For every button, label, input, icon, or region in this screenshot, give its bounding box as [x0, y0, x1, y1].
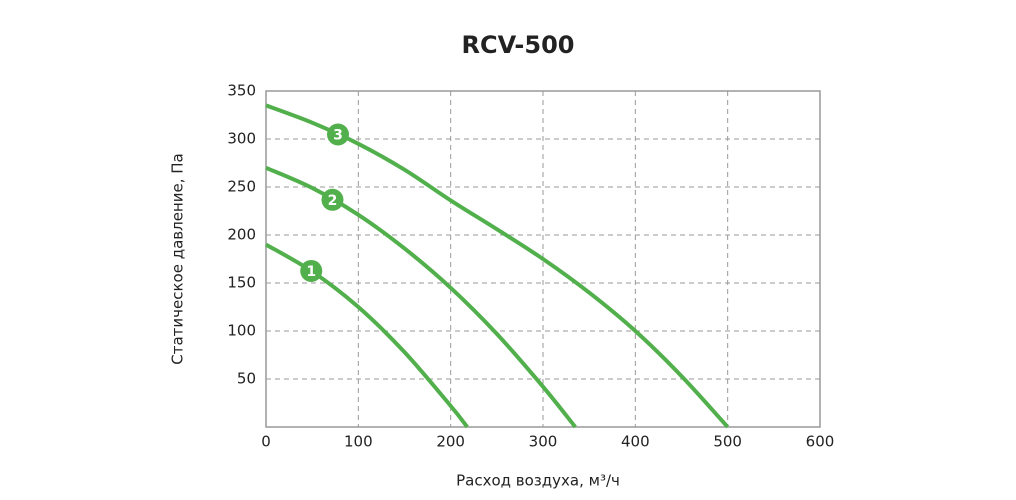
y-tick-label: 350 [227, 82, 256, 100]
y-tick-label: 300 [227, 130, 256, 148]
y-axis-label: Статическое давление, Па [169, 153, 187, 364]
series-badge: 2 [321, 188, 344, 211]
x-axis-label: Расход воздуха, м³/ч [456, 472, 620, 490]
y-tick-label: 200 [227, 226, 256, 244]
series-line [265, 165, 577, 429]
plot-frame [265, 90, 821, 428]
x-tick-label: 200 [436, 433, 465, 451]
series-line [265, 103, 730, 429]
x-tick-label: 500 [713, 433, 742, 451]
badge-circle [321, 188, 344, 211]
x-tick-label: 400 [621, 433, 650, 451]
badge-circle [300, 259, 323, 282]
series-badge: 1 [300, 259, 323, 282]
x-tick-label: 300 [529, 433, 558, 451]
series-name: 3 [333, 128, 343, 144]
chart-title: RCV-500 [462, 31, 575, 59]
x-tick-label: 100 [344, 433, 373, 451]
x-tick-label: 600 [806, 433, 835, 451]
y-tick-label: 100 [227, 322, 256, 340]
series-badge: 3 [327, 123, 350, 146]
y-tick-label: 50 [237, 370, 256, 388]
badge-circle [327, 123, 350, 146]
series-name: 1 [306, 264, 316, 280]
y-tick-label: 150 [227, 274, 256, 292]
series-name: 2 [328, 193, 338, 209]
series-line [264, 242, 469, 429]
x-tick-label: 0 [261, 433, 271, 451]
y-tick-label: 250 [227, 178, 256, 196]
